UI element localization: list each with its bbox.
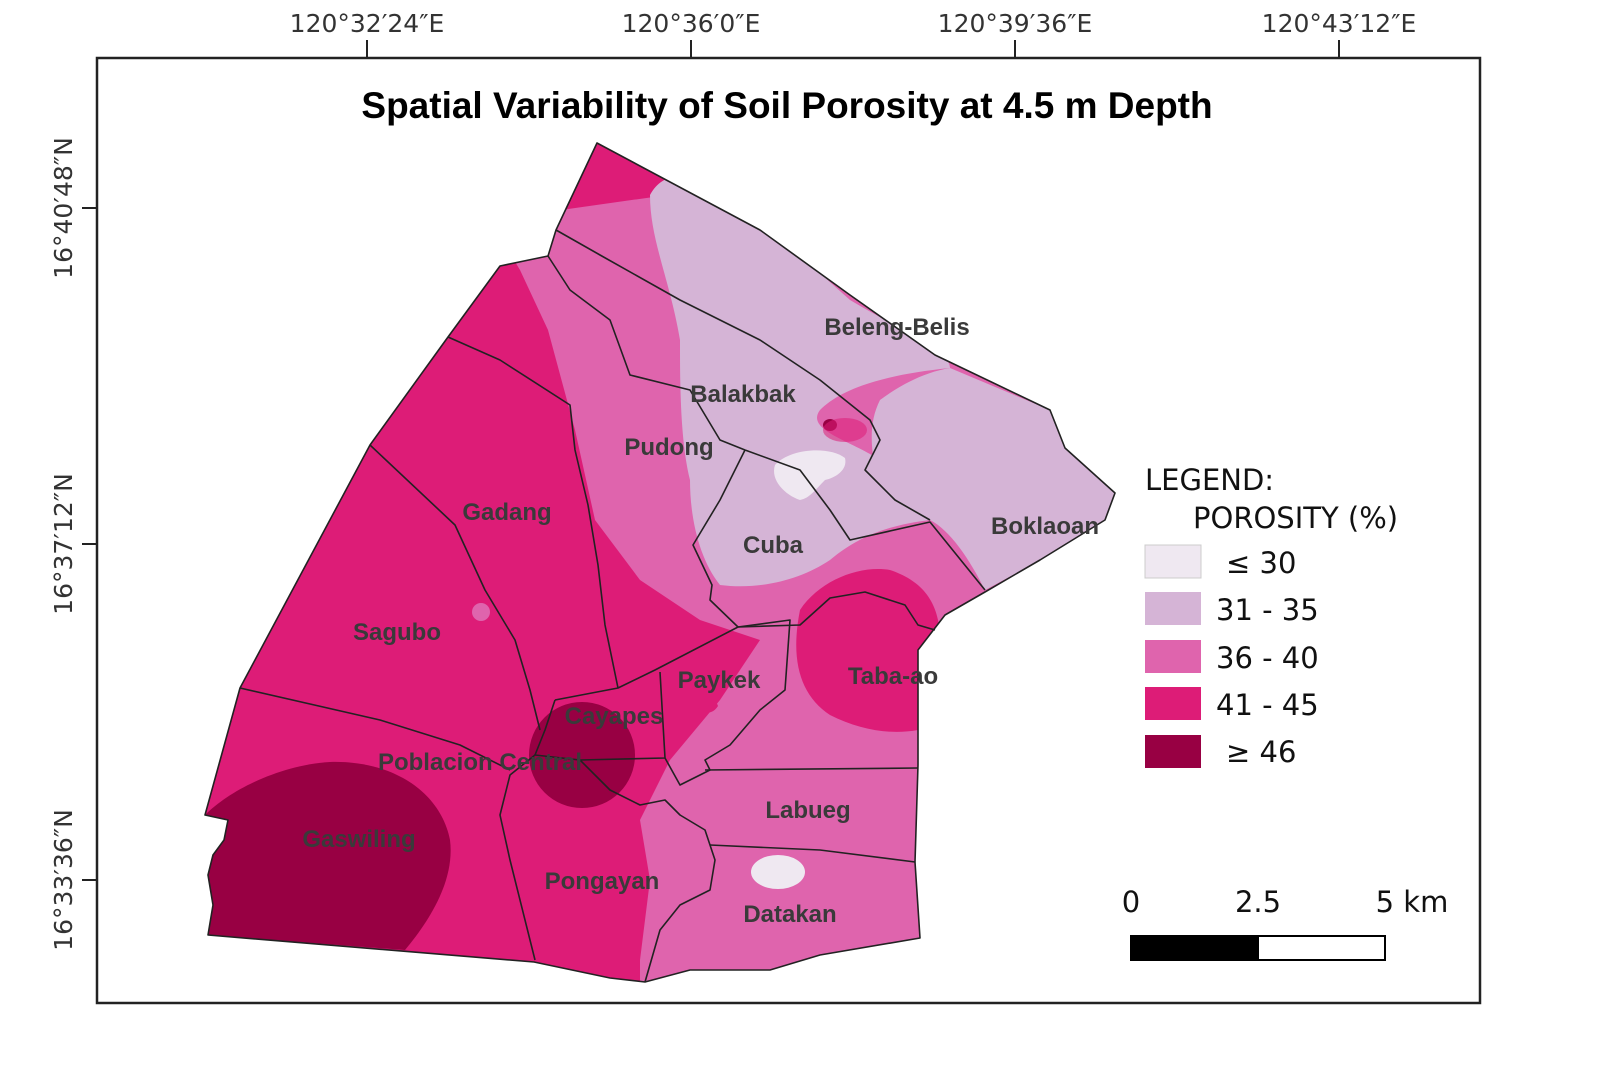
- legend-label-1: 31 - 35: [1216, 593, 1319, 627]
- label-taba-ao: Taba-ao: [848, 663, 938, 690]
- legend-label-2: 36 - 40: [1216, 641, 1319, 675]
- boundary-cuba-east: [744, 449, 986, 591]
- zone-46-cayapes: [529, 702, 635, 808]
- map-title: Spatial Variability of Soil Porosity at …: [361, 85, 1212, 126]
- scale-label-0: 0: [1122, 885, 1140, 919]
- legend-swatch-0: [1144, 544, 1202, 579]
- boundary-labueg-north: [704, 767, 919, 771]
- lat-tick-label-2: 16°37′12″N: [49, 473, 78, 615]
- label-labueg: Labueg: [765, 797, 850, 824]
- label-datakan: Datakan: [743, 901, 836, 928]
- boundary-gadang-sagubo: [369, 444, 541, 731]
- label-sagubo: Sagubo: [353, 619, 441, 646]
- scale-bar: 0 2.5 5 km: [1122, 885, 1449, 961]
- lon-tick-label-4: 120°43′12″E: [1262, 9, 1417, 38]
- barangay-boundaries: [204, 142, 1116, 983]
- label-paykek: Paykek: [678, 667, 761, 694]
- lon-tick-label-2: 120°36′0″E: [622, 9, 761, 38]
- label-gaswiling: Gaswiling: [302, 826, 415, 853]
- scale-bar-outline: [1130, 935, 1386, 961]
- lon-tick-label-3: 120°39′36″E: [938, 9, 1093, 38]
- lat-tick-label-1: 16°40′48″N: [49, 137, 78, 279]
- boundary-pongayan-datakan: [579, 759, 716, 983]
- label-gadang: Gadang: [462, 499, 551, 526]
- boundary-cuba-west: [692, 449, 746, 628]
- zone-41-45-tabaao: [796, 569, 940, 732]
- label-cuba: Cuba: [743, 532, 804, 559]
- zone-31-35-north: [650, 176, 1115, 590]
- lat-tick-label-3: 16°33′36″N: [49, 809, 78, 951]
- zone-41-45-balakbak-ring: [823, 418, 867, 442]
- scale-segment-white: [1257, 935, 1386, 961]
- boundary-cuba-south: [737, 591, 936, 631]
- porosity-zones: [205, 143, 1115, 982]
- boundary-paykek: [554, 619, 791, 786]
- longitude-ticks: [366, 40, 1340, 58]
- municipal-outline: [204, 142, 1116, 983]
- map-frame: [95, 56, 1482, 1005]
- boundary-cayapes: [534, 671, 666, 761]
- zone-41-45-paykek: [690, 660, 718, 713]
- boundary-labueg-south: [709, 844, 916, 863]
- legend-heading: LEGEND:: [1145, 463, 1274, 497]
- zone-31-35-east: [871, 368, 1115, 590]
- boundary-poblacion-pongayan: [499, 754, 536, 961]
- label-pongayan: Pongayan: [545, 868, 660, 895]
- zone-46-gaswiling: [205, 761, 451, 950]
- boundary-beleng-balakbak: [555, 229, 931, 521]
- legend-subheading: POROSITY (%): [1193, 501, 1398, 535]
- label-pudong: Pudong: [624, 434, 713, 461]
- scale-segment-black: [1131, 936, 1258, 960]
- legend-label-4: ≥ 46: [1226, 735, 1296, 769]
- legend-label-0: ≤ 30: [1226, 546, 1296, 580]
- latitude-ticks: [82, 207, 97, 881]
- label-poblacion-central: Poblacion Central: [378, 749, 582, 776]
- legend-swatch-3: [1145, 687, 1201, 720]
- zone-30-cuba: [774, 450, 846, 500]
- legend: LEGEND: POROSITY (%) ≤ 30 31 - 35 36 - 4…: [1144, 463, 1398, 769]
- zone-36-40-sagubo-spot: [472, 603, 490, 621]
- boundary-pudong-gadang: [447, 336, 619, 689]
- legend-swatch-1: [1145, 592, 1201, 625]
- boundary-balakbak-pudong: [547, 255, 746, 451]
- label-balakbak: Balakbak: [690, 381, 796, 408]
- boundary-sagubo-poblacion: [239, 687, 511, 771]
- scale-label-mid: 2.5: [1235, 885, 1281, 919]
- legend-label-3: 41 - 45: [1216, 688, 1319, 722]
- lon-tick-label-1: 120°32′24″E: [290, 9, 445, 38]
- legend-swatch-2: [1145, 640, 1201, 673]
- legend-swatch-4: [1145, 735, 1201, 768]
- scale-label-end: 5 km: [1376, 885, 1449, 919]
- label-beleng-belis: Beleng-Belis: [824, 314, 969, 341]
- label-cayapes: Cayapes: [565, 703, 664, 730]
- zone-30-datakan: [751, 855, 805, 889]
- label-boklaoan: Boklaoan: [991, 513, 1099, 540]
